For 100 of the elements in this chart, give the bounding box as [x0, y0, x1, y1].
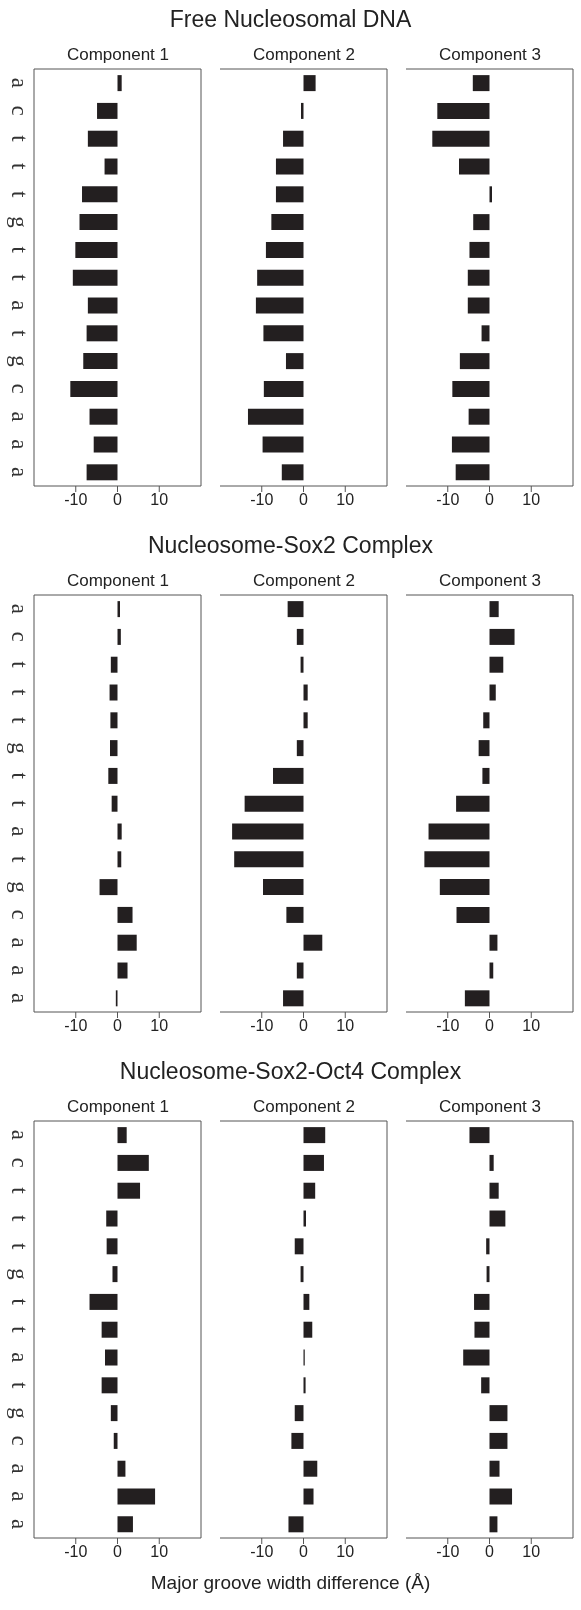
x-tick-label: -10 [436, 491, 460, 509]
bar [109, 740, 118, 757]
bar [300, 656, 304, 673]
y-tick-label: t [6, 190, 32, 198]
y-tick-label: c [6, 1157, 32, 1168]
y-tick-label: a [6, 603, 32, 615]
text: Free Nucleosomal DNA [168, 5, 413, 34]
y-tick-label: a [6, 466, 32, 478]
bar [117, 934, 137, 951]
x-tick-label: 0 [485, 1543, 495, 1561]
bar [288, 1516, 304, 1533]
x-tick-label: 10 [336, 1017, 355, 1035]
bar [482, 767, 490, 784]
bar [489, 1488, 513, 1505]
y-tick-label: g [6, 742, 32, 755]
bar [481, 1377, 490, 1394]
bar [296, 740, 304, 757]
x-tick-label: -10 [436, 1017, 460, 1035]
bar [111, 795, 118, 812]
y-tick-label: g [6, 355, 32, 368]
bar [287, 601, 304, 618]
y-tick-label: a [6, 1491, 32, 1502]
y-tick-label: t [6, 716, 32, 724]
bar [424, 851, 490, 868]
bar [489, 684, 496, 701]
y-tick-label: c [6, 105, 32, 116]
bar [456, 906, 490, 923]
bar [106, 1238, 118, 1255]
bar [106, 1210, 118, 1227]
y-tick-label: t [6, 246, 32, 254]
y-tick-label: t [6, 800, 32, 808]
bar [273, 767, 304, 784]
bar [464, 990, 490, 1007]
bar [456, 795, 490, 812]
chart-title: Component 3 [437, 570, 543, 592]
bar [469, 1127, 490, 1144]
bar [117, 1154, 149, 1171]
x-tick-label: 0 [299, 1543, 309, 1561]
bar [303, 934, 323, 951]
x-tick-label: 10 [336, 491, 355, 509]
y-tick-label: t [6, 135, 32, 143]
y-tick-label: t [6, 1298, 32, 1306]
y-tick-label: g [6, 216, 32, 229]
bar [303, 1488, 314, 1505]
y-tick-label: c [6, 383, 32, 394]
y-tick-label: t [6, 1187, 32, 1195]
bar [428, 823, 490, 840]
y-tick-label: t [6, 1326, 32, 1334]
x-tick-label: -10 [250, 491, 274, 509]
x-tick-label: -10 [64, 1017, 88, 1035]
y-tick-label: t [6, 689, 32, 697]
bar [286, 906, 304, 923]
bar [117, 823, 122, 840]
x-tick-label: 10 [150, 1543, 169, 1561]
bar [117, 1127, 127, 1144]
y-tick-label: t [6, 855, 32, 863]
bar [296, 962, 304, 979]
bar [303, 1377, 306, 1394]
y-tick-label: a [6, 937, 32, 948]
x-tick-label: 10 [522, 1017, 541, 1035]
y-tick-label: a [6, 77, 32, 89]
y-tick-label: t [6, 1381, 32, 1389]
x-tick-label: 0 [113, 1017, 123, 1035]
bar [300, 1266, 304, 1283]
y-tick-label: a [6, 1463, 32, 1474]
x-axis-title: Major groove width difference (Å) [149, 1572, 432, 1594]
bar [117, 1182, 141, 1199]
x-tick-label: 0 [485, 1017, 495, 1035]
y-tick-label: t [6, 1242, 32, 1250]
bar [89, 1293, 118, 1310]
bar [303, 1154, 324, 1171]
bar [117, 628, 121, 645]
bar [117, 906, 133, 923]
y-tick-label: a [6, 439, 32, 450]
chart-title: Component 2 [251, 570, 357, 592]
y-tick-label: c [6, 631, 32, 642]
chart-title: Component 3 [437, 44, 543, 66]
y-tick-label: t [6, 163, 32, 171]
x-tick-label: 10 [522, 1543, 541, 1561]
bar [244, 795, 304, 812]
bar [232, 823, 304, 840]
y-tick-label: g [6, 1407, 32, 1420]
bar [489, 656, 504, 673]
y-tick-label: t [6, 1215, 32, 1223]
bar [296, 628, 304, 645]
bar [234, 851, 304, 868]
y-tick-label: a [6, 826, 32, 837]
x-tick-label: 0 [299, 491, 309, 509]
bar [104, 1349, 118, 1366]
bar [117, 962, 128, 979]
y-tick-label: t [6, 661, 32, 669]
x-tick-label: 10 [150, 1017, 169, 1035]
chart-title: Component 2 [251, 1096, 357, 1118]
y-tick-label: c [6, 909, 32, 920]
y-tick-label: a [6, 1129, 32, 1141]
y-tick-label: t [6, 772, 32, 780]
bar [291, 1432, 304, 1449]
chart-title: Component 1 [65, 44, 171, 66]
bar [108, 767, 118, 784]
bar [294, 1238, 304, 1255]
